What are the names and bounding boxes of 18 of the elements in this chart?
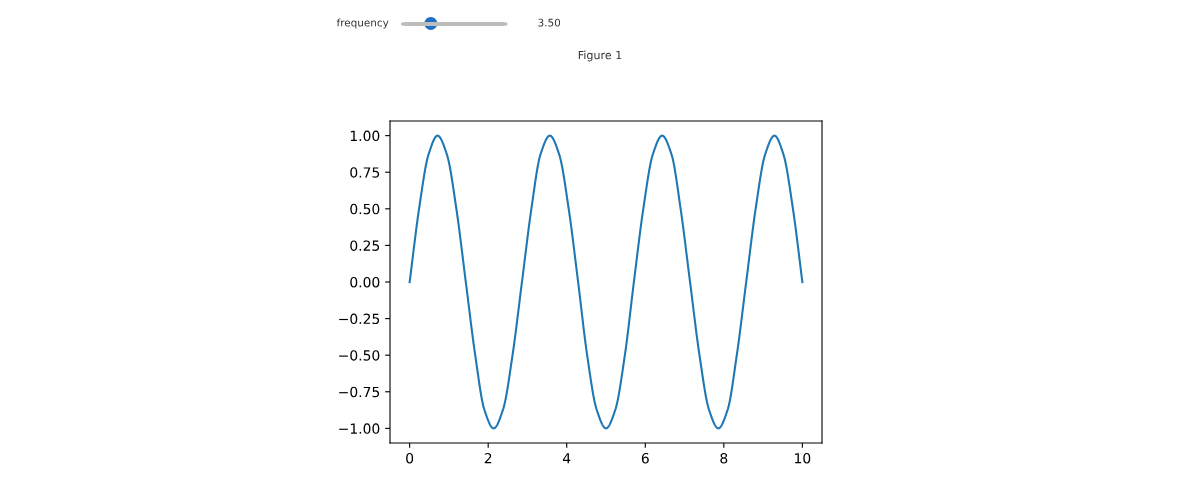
x-tick-label: 0 — [406, 452, 414, 464]
y-tick-label: 0.75 — [350, 167, 380, 178]
y-tick-label: 1.00 — [350, 130, 380, 142]
y-tick-label: −0.25 — [339, 313, 380, 325]
x-tick-label: 10 — [795, 452, 811, 464]
chart-title: Figure 1 — [578, 50, 622, 62]
text: frequency — [336, 18, 389, 29]
y-tick-label: −1.00 — [339, 423, 380, 434]
x-tick-label: 6 — [641, 452, 649, 464]
y-tick-label: −0.75 — [339, 386, 380, 398]
y-tick-label: 0.00 — [350, 276, 380, 288]
y-tick-label: −0.50 — [339, 350, 380, 361]
x-tick-label: 4 — [562, 453, 571, 464]
x-tick-label: 2 — [484, 452, 492, 464]
y-tick-label: 0.25 — [350, 240, 380, 251]
text: 3.50 — [538, 18, 561, 27]
x-tick-label: 8 — [720, 452, 728, 464]
y-tick-label: 0.50 — [350, 203, 380, 215]
